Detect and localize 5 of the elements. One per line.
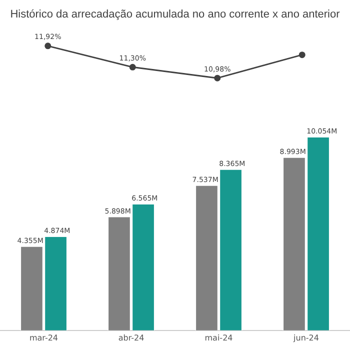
x-tick-label: abr-24 <box>118 333 144 342</box>
x-tick-label: mar-24 <box>29 333 58 342</box>
x-tick-label: jun-24 <box>292 333 319 342</box>
chart-title: Histórico da arrecadação acumulada no ano corrente x ano anterior <box>10 8 340 21</box>
x-tick-label: mai-24 <box>204 333 233 342</box>
